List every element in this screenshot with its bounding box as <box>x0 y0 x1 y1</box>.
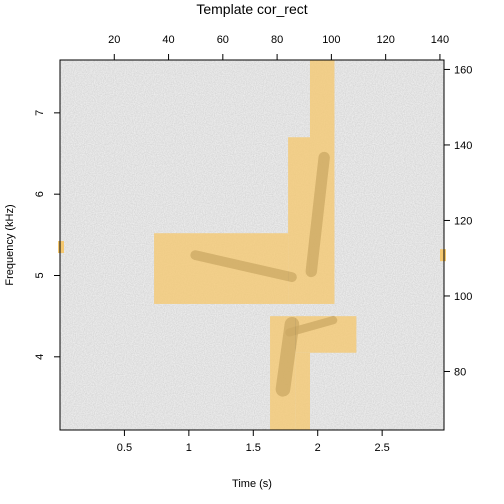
tick-label: 40 <box>162 34 174 46</box>
chart-title: Template cor_rect <box>196 1 307 17</box>
tick-label: 60 <box>217 34 229 46</box>
edge-marker <box>58 241 64 254</box>
marker-layer <box>58 241 446 262</box>
tick-label: 20 <box>108 34 120 46</box>
tick-label: 100 <box>322 34 340 46</box>
tick-label: 140 <box>431 34 449 46</box>
x-axis-title: Time (s) <box>232 478 272 490</box>
tick-label: 4 <box>34 354 46 360</box>
bottom-axis: 0.5 1 1.5 2 2.5 <box>117 430 390 454</box>
template-cell <box>288 137 310 304</box>
tick-label: 2.5 <box>374 442 389 454</box>
plot-area <box>58 59 446 431</box>
right-axis: 80 100 120 140 160 <box>444 64 472 378</box>
tick-label: 120 <box>454 215 472 227</box>
tick-label: 7 <box>34 110 46 116</box>
tick-label: 1.5 <box>246 442 261 454</box>
template-cell <box>309 60 335 304</box>
template-cell <box>295 352 310 430</box>
template-cell <box>270 316 296 430</box>
y-axis-title: Frequency (kHz) <box>4 204 16 285</box>
tick-label: 100 <box>454 291 472 303</box>
edge-marker <box>440 249 446 262</box>
tick-label: 5 <box>34 272 46 278</box>
tick-label: 140 <box>454 140 472 152</box>
tick-label: 80 <box>271 34 283 46</box>
top-axis: 20 40 60 80 100 120 140 <box>108 34 449 60</box>
template-cell <box>295 316 357 353</box>
tick-label: 0.5 <box>117 442 132 454</box>
tick-label: 1 <box>186 442 192 454</box>
tick-label: 2 <box>315 442 321 454</box>
left-axis: 4 5 6 7 <box>34 110 60 360</box>
template-layer <box>154 60 357 430</box>
plot-frame <box>59 59 445 431</box>
template-cell <box>154 233 289 304</box>
tick-label: 80 <box>454 366 466 378</box>
tick-label: 160 <box>454 64 472 76</box>
tick-label: 120 <box>376 34 394 46</box>
tick-label: 6 <box>34 191 46 197</box>
